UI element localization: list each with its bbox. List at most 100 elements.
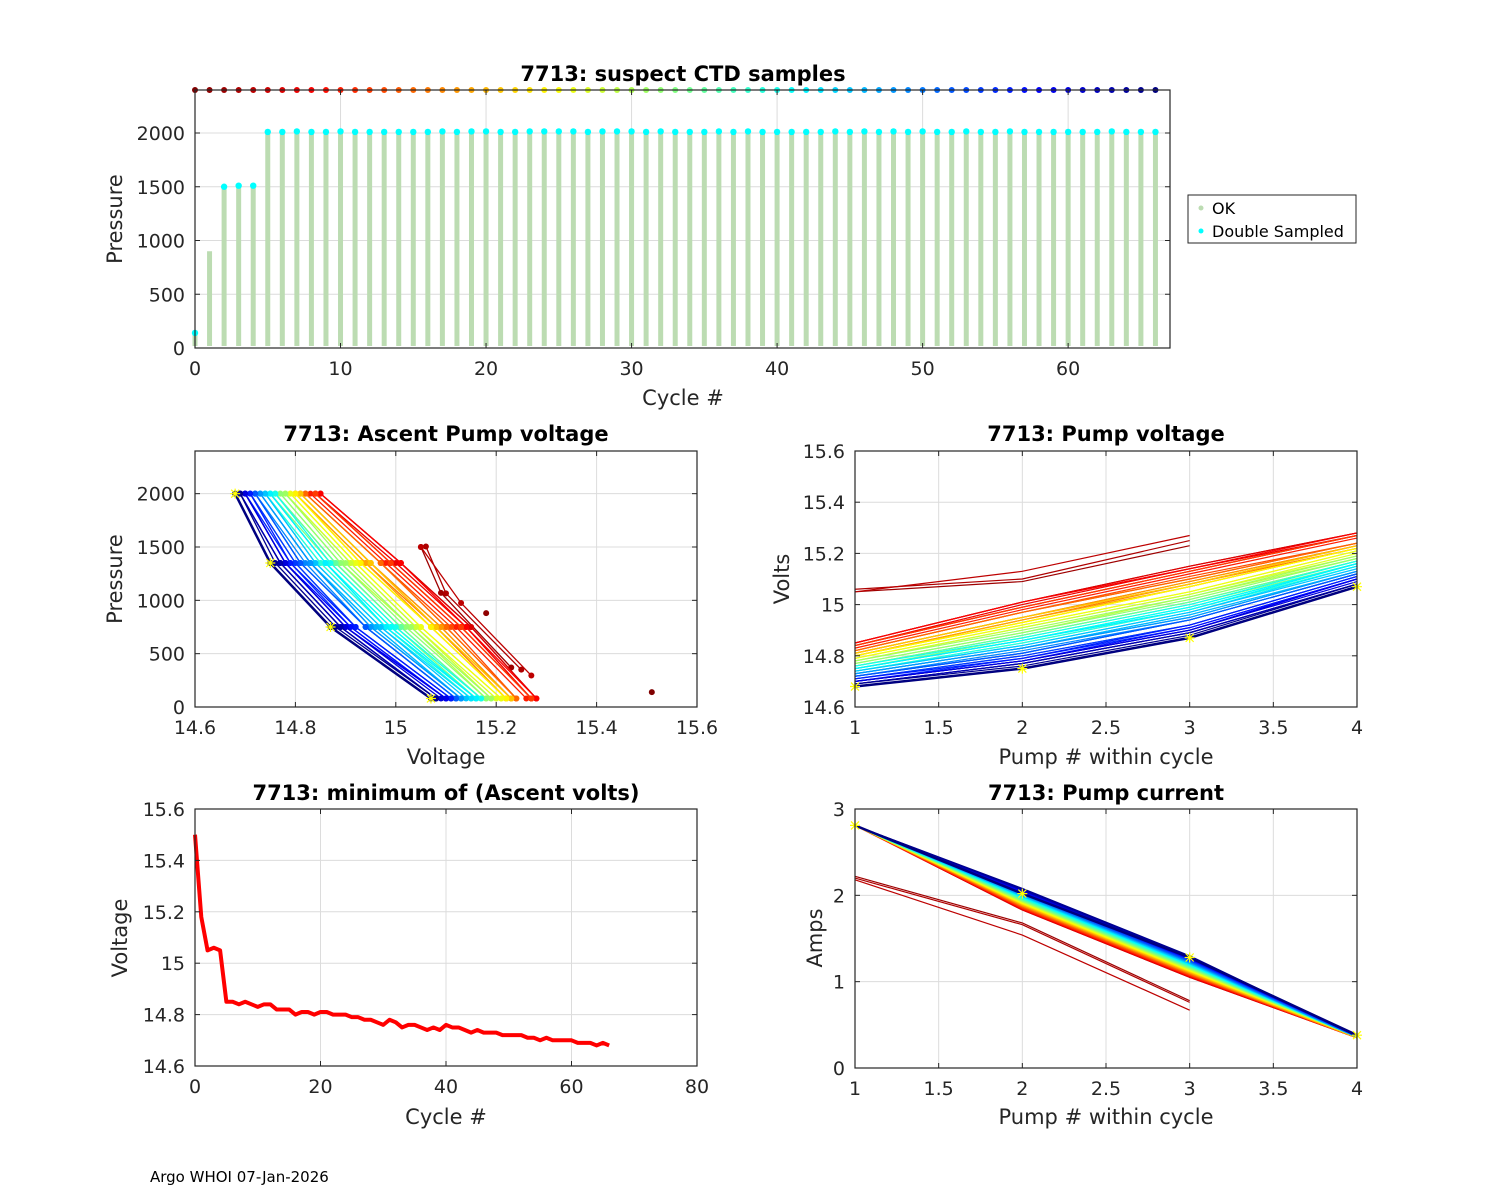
double-sampled-point (642, 128, 650, 136)
double-sampled-point (410, 128, 417, 136)
ascent-profile-point (362, 560, 369, 566)
double-sampled-point (1079, 128, 1086, 136)
pump-voltage-line (854, 542, 1358, 652)
x-tick-label: 50 (911, 358, 935, 380)
panel-ascent-pump-voltage: 7713: Ascent Pump voltage 14.6 14.8 15 15.2… (103, 422, 718, 769)
last-cycle-star-marker (265, 558, 276, 568)
pump-voltage-line (854, 565, 1358, 672)
double-sampled-point (1064, 128, 1072, 136)
ascent-profile-point (392, 560, 399, 566)
double-sampled-point (977, 128, 985, 136)
x-tick-label: 3 (1184, 1078, 1196, 1100)
pump-voltage-line (854, 583, 1358, 685)
legend-label-ok: OK (1212, 199, 1236, 218)
ascent-profile-point (377, 624, 384, 630)
y-tick-label: 14.6 (143, 1056, 185, 1078)
ascent-profile-point (443, 590, 449, 597)
ascent-profile-point (478, 695, 485, 702)
ascent-profile-line (420, 546, 532, 676)
ascent-profile-point (443, 624, 449, 630)
ascent-profile-point (257, 490, 264, 497)
ascent-profile-point (473, 695, 480, 702)
footer-credit: Argo WHOI 07-Jan-2026 (150, 1168, 329, 1186)
ascent-profile-point (292, 560, 299, 566)
y-tick-label: 2000 (137, 123, 185, 145)
x-tick-label: 3 (1184, 717, 1196, 739)
ascent-profile-point (508, 695, 515, 702)
ascent-profile-point (463, 624, 470, 630)
double-sampled-point (672, 128, 679, 136)
x-tick-label: 40 (765, 358, 789, 380)
ascent-profile-point (312, 560, 319, 566)
double-sampled-point (235, 182, 242, 189)
legend: OK Double Sampled (1187, 194, 1357, 244)
min-volts-line (193, 834, 610, 1048)
ascent-profile-line (310, 493, 527, 699)
pump-voltage-line (854, 550, 1358, 659)
pump-voltage-line (854, 563, 1358, 670)
y-axis-label: Volts (770, 554, 794, 605)
double-sampled-point (963, 128, 970, 135)
x-axis-label: Voltage (407, 745, 486, 769)
ascent-profile-point (437, 624, 444, 630)
ascent-profile-line (284, 493, 492, 699)
x-tick-label: 4 (1351, 1078, 1363, 1100)
ascent-profile-point (337, 624, 344, 630)
x-tick-label: 2 (1016, 1078, 1028, 1100)
pump-voltage-line (854, 555, 1358, 662)
double-sampled-point (337, 128, 344, 135)
ascent-profile-line (299, 493, 512, 699)
double-sampled-point (264, 128, 271, 136)
x-tick-label: 60 (1056, 358, 1080, 380)
double-sampled-point (933, 128, 941, 136)
double-sampled-point (1050, 128, 1057, 136)
ascent-profile-point (282, 560, 289, 566)
pump-voltage-line (854, 560, 1358, 667)
double-sampled-point (541, 128, 548, 135)
ascent-profile-line (294, 493, 507, 699)
ascent-profile-point (332, 560, 339, 566)
ascent-profile-point (453, 624, 460, 630)
ascent-profile-point (468, 624, 475, 630)
x-tick-label: 1.5 (924, 717, 954, 739)
ascent-profile-point (432, 695, 439, 702)
ascent-profile-point (247, 490, 254, 497)
ascent-profile-point (453, 695, 460, 702)
ascent-profile-point (317, 560, 324, 566)
x-tick-label: 4 (1351, 717, 1363, 739)
x-tick-label: 15.4 (575, 717, 617, 739)
double-sampled-point (380, 128, 388, 136)
y-tick-label: 15.6 (143, 799, 185, 821)
y-tick-label: 500 (149, 284, 185, 306)
x-tick-label: 20 (474, 358, 498, 380)
pump-voltage-line (854, 534, 1358, 647)
ascent-profile-point (302, 490, 309, 497)
ascent-profile-point (352, 560, 359, 566)
x-tick-label: 60 (559, 1076, 583, 1098)
panel-min-ascent-volts: 7713: minimum of (Ascent volts) 0 20 40 60 8… (108, 781, 709, 1129)
ascent-profile-point (503, 695, 510, 702)
ascent-profile-point (307, 560, 314, 566)
ascent-profile-point (412, 624, 419, 630)
y-tick-label: 2000 (137, 484, 185, 506)
double-sampled-point (613, 128, 621, 135)
double-sampled-point (948, 128, 955, 136)
ascent-profile-line (244, 493, 442, 699)
x-tick-label: 0 (189, 1076, 201, 1098)
x-tick-label: 30 (619, 358, 643, 380)
y-tick-label: 2 (833, 885, 845, 907)
y-axis-label: Pressure (103, 534, 127, 624)
pump-voltage-line (854, 570, 1358, 675)
ascent-profile-point (317, 490, 324, 497)
ascent-profile-point (372, 624, 379, 630)
ascent-profile-point (312, 490, 319, 497)
pump-voltage-line (854, 580, 1358, 682)
double-sampled-point (570, 128, 577, 135)
x-tick-label: 14.8 (274, 717, 316, 739)
ascent-profile-line (269, 493, 477, 699)
pump-current-line (854, 824, 1358, 1037)
double-sampled-point (846, 128, 854, 136)
ascent-profile-line (284, 493, 492, 699)
double-sampled-point (1094, 128, 1101, 136)
ascent-profile-point (458, 600, 465, 606)
